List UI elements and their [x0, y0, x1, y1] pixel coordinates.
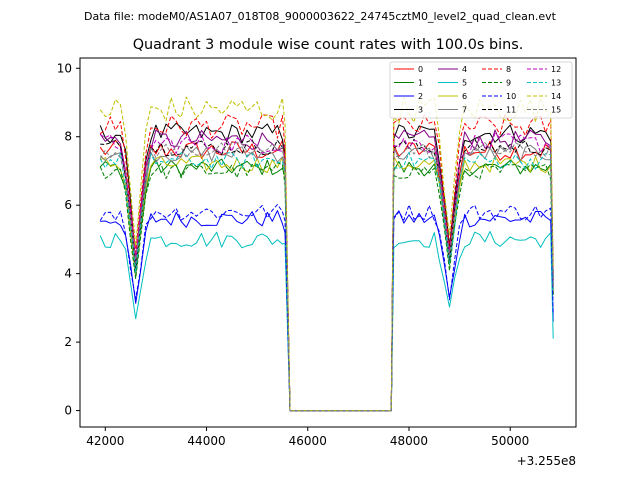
- series-line-5: [99, 231, 554, 412]
- x-tick-label: 42000: [86, 434, 124, 448]
- x-axis-offset-label: +3.255e8: [517, 454, 576, 468]
- legend-label-5: 5: [462, 79, 467, 88]
- y-tick-label: 4: [64, 267, 72, 281]
- series-line-4: [99, 129, 554, 412]
- x-tick-label: 50000: [491, 434, 529, 448]
- legend-frame: [389, 61, 573, 119]
- chart-title: Quadrant 3 module wise count rates with …: [133, 37, 524, 53]
- series-line-9: [99, 162, 554, 412]
- y-tick-label: 8: [64, 130, 72, 144]
- legend-label-1: 1: [418, 79, 423, 88]
- series-line-3: [99, 122, 554, 412]
- legend-label-7: 7: [462, 106, 467, 115]
- series-line-14: [99, 96, 554, 412]
- series-line-10: [99, 204, 554, 412]
- legend-label-12: 12: [551, 65, 561, 74]
- legend-label-4: 4: [462, 65, 467, 74]
- series-line-6: [100, 155, 554, 412]
- legend-label-6: 6: [462, 92, 467, 101]
- legend-label-14: 14: [551, 92, 561, 101]
- y-tick-label: 10: [57, 61, 72, 75]
- legend-label-9: 9: [506, 79, 511, 88]
- series-line-12: [99, 132, 554, 412]
- x-tick-label: 46000: [289, 434, 327, 448]
- plot-frame: [79, 57, 577, 428]
- series-line-11: [100, 138, 554, 412]
- series-line-13: [99, 152, 554, 412]
- series-line-7: [99, 144, 554, 412]
- series-line-15: [99, 141, 554, 412]
- y-tick-label: 2: [64, 335, 72, 349]
- legend-label-2: 2: [418, 92, 423, 101]
- legend-label-11: 11: [506, 106, 516, 115]
- legend-label-0: 0: [418, 65, 423, 74]
- x-tick-label: 44000: [187, 434, 225, 448]
- legend-label-3: 3: [418, 106, 423, 115]
- legend-label-10: 10: [506, 92, 516, 101]
- series-line-2: [100, 210, 554, 412]
- y-tick-label: 6: [64, 198, 72, 212]
- x-tick-label: 48000: [390, 434, 428, 448]
- figure-suptitle: Data file: modeM0/AS1A07_018T08_90000036…: [84, 10, 557, 23]
- series-line-8: [99, 114, 554, 412]
- legend-label-15: 15: [551, 106, 561, 115]
- series-line-1: [99, 158, 554, 412]
- series-layer: [99, 96, 554, 412]
- legend-label-8: 8: [506, 65, 511, 74]
- y-tick-label: 0: [64, 404, 72, 418]
- legend-label-13: 13: [551, 79, 561, 88]
- series-line-0: [99, 139, 554, 412]
